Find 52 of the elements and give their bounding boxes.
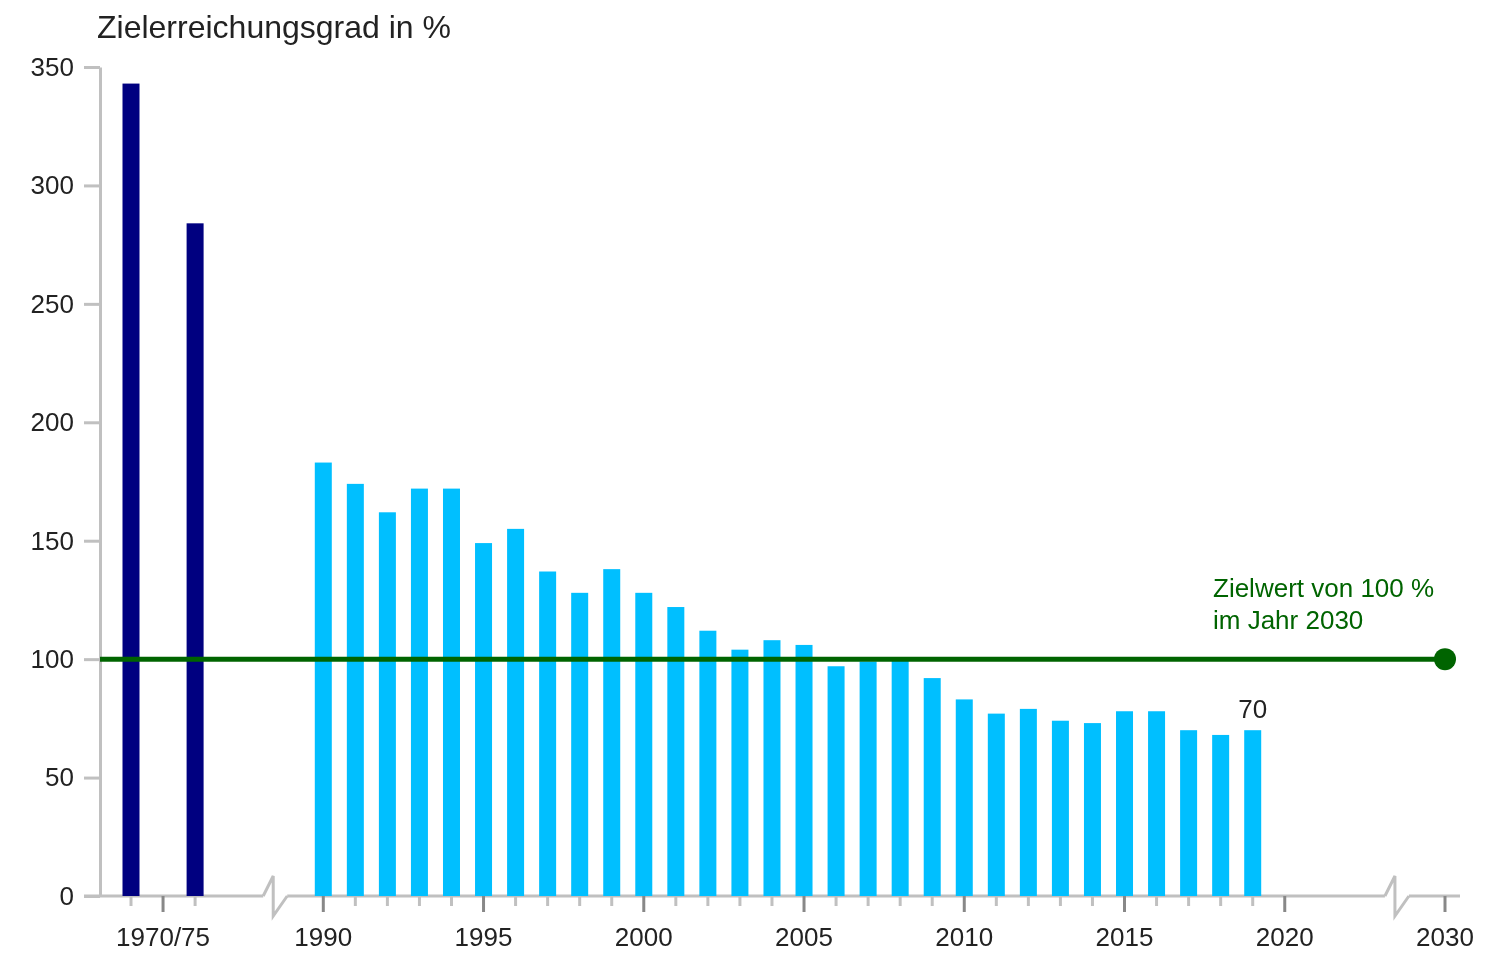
bar xyxy=(346,483,364,896)
bar xyxy=(378,512,396,896)
bar xyxy=(1148,711,1166,896)
bar xyxy=(763,640,781,896)
data-label: 70 xyxy=(1238,694,1268,725)
ref-line-label: Zielwert von 100 % im Jahr 2030 xyxy=(1213,573,1435,636)
y-tick-label: 350 xyxy=(30,51,74,82)
y-tick-label: 250 xyxy=(30,288,74,319)
y-tick-label: 300 xyxy=(30,170,74,201)
bar xyxy=(1244,730,1262,896)
y-tick-label: 150 xyxy=(30,525,74,556)
bar xyxy=(827,666,845,896)
bar xyxy=(1116,711,1134,896)
bar xyxy=(410,488,428,896)
bar xyxy=(731,649,749,896)
bar xyxy=(1212,734,1230,896)
bar xyxy=(507,528,525,896)
y-axis-title: Zielerreichungsgrad in % xyxy=(97,9,451,45)
x-tick-label: 2015 xyxy=(1095,922,1154,952)
bar xyxy=(571,592,589,896)
y-tick-label: 0 xyxy=(59,880,74,911)
x-tick-label: 2030 xyxy=(1416,922,1474,952)
bar xyxy=(795,644,813,896)
x-tick-label: 2020 xyxy=(1255,922,1314,952)
y-tick-label: 50 xyxy=(45,762,74,793)
y-tick-label: 200 xyxy=(30,407,74,438)
bar xyxy=(475,543,493,896)
x-tick-label: 2010 xyxy=(935,922,994,952)
bar xyxy=(635,592,653,896)
bar xyxy=(699,630,717,896)
bar xyxy=(923,678,941,896)
x-tick-label: 1995 xyxy=(454,922,513,952)
x-tick-label: 2000 xyxy=(614,922,673,952)
bar xyxy=(987,713,1005,896)
bar xyxy=(314,462,332,896)
bar xyxy=(186,223,204,896)
bar xyxy=(1051,720,1069,896)
x-tick-label: 1970/75 xyxy=(116,922,211,952)
bar xyxy=(539,571,557,896)
bar xyxy=(1180,730,1198,896)
x-tick-label: 2005 xyxy=(775,922,833,952)
y-tick-label: 100 xyxy=(30,643,74,674)
bar xyxy=(442,488,460,896)
bar xyxy=(891,659,909,896)
bar xyxy=(955,699,973,896)
x-tick-label: 1990 xyxy=(294,922,353,952)
bar xyxy=(1019,708,1037,896)
bar xyxy=(859,661,877,896)
bar xyxy=(667,607,685,896)
bar xyxy=(603,569,621,896)
bar xyxy=(122,83,140,896)
bar xyxy=(1083,723,1101,896)
